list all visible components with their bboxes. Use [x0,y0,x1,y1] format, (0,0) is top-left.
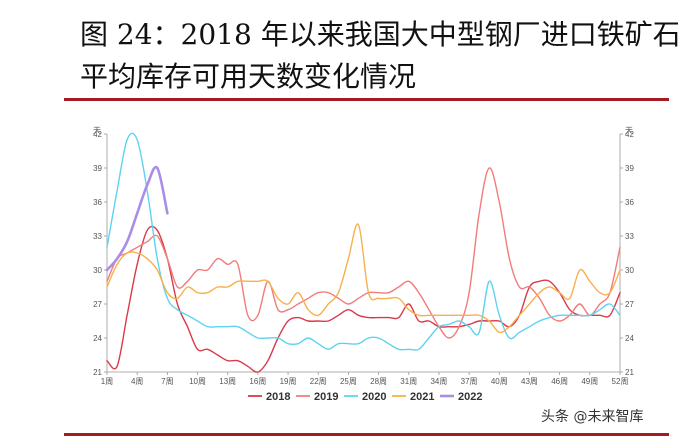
watermark-text: 头条 @未来智库 [541,409,644,425]
title-rule-bottom [64,433,669,436]
figure-title-line-1: 图 24：2018 年以来我国大中型钢厂进口铁矿石 [80,18,678,51]
y-tick-label-right: 27 [625,300,634,309]
x-tick-label: 46周 [551,377,568,386]
legend: 2018 2019 2020 2021 2022 [248,391,482,403]
y-axis-unit-left: 天 [93,126,101,135]
y-tick-label-left: 36 [93,198,102,207]
y-tick-label-left: 30 [93,266,102,275]
y-axis-right: 21 24 27 30 33 36 39 42天 [620,126,634,377]
x-tick-label: 10周 [189,377,206,386]
legend-label-2019: 2019 [314,391,338,403]
x-tick-label: 16周 [249,377,266,386]
y-tick-label-left: 42 [93,130,102,139]
x-tick-label: 34周 [430,377,447,386]
y-tick-label-right: 24 [625,334,634,343]
x-tick-label: 13周 [219,377,236,386]
legend-label-2018: 2018 [266,391,290,403]
legend-label-2020: 2020 [362,391,386,403]
y-tick-label-left: 39 [93,164,102,173]
x-tick-label: 25周 [340,377,357,386]
y-tick-label-left: 24 [93,334,102,343]
x-tick-label: 28周 [370,377,387,386]
x-tick-label: 43周 [521,377,538,386]
y-tick-label-right: 42 [625,130,634,139]
y-tick-label-left: 33 [93,232,102,241]
x-tick-label: 1周 [101,377,113,386]
y-tick-label-left: 21 [93,368,102,377]
plot-frame [106,134,621,373]
figure-title-line-2: 平均库存可用天数变化情况 [80,60,417,93]
y-tick-label-right: 30 [625,266,634,275]
x-tick-label: 40周 [491,377,508,386]
y-tick-label-right: 39 [625,164,634,173]
legend-label-2022: 2022 [458,391,482,403]
legend-label-2021: 2021 [410,391,434,403]
x-tick-label: 49周 [581,377,598,386]
x-tick-label: 22周 [310,377,327,386]
x-tick-label: 37周 [461,377,478,386]
series-line-2022 [105,165,169,272]
y-axis-unit-right: 天 [625,126,633,135]
series-line-2021 [106,223,621,334]
y-tick-label-right: 33 [625,232,634,241]
x-tick-label: 7周 [161,377,173,386]
y-tick-label-right: 21 [625,368,634,377]
series-line-2020 [106,132,621,351]
series-lines [105,132,621,373]
x-tick-label: 52周 [612,377,629,386]
x-tick-label: 19周 [280,377,297,386]
title-rule-top [64,98,669,101]
series-line-2018 [106,225,621,373]
x-tick-label: 31周 [400,377,417,386]
y-tick-label-left: 27 [93,300,102,309]
x-tick-label: 4周 [131,377,143,386]
x-axis: 1周 4周 7周 10周 13周 16周 19周 22周 25周 28周 31周 34周 37周 40周 4… [101,372,629,386]
series-line-2019 [106,167,621,339]
y-axis-left: 21 24 27 30 33 36 39 42天 [93,126,107,377]
y-tick-label-right: 36 [625,198,634,207]
